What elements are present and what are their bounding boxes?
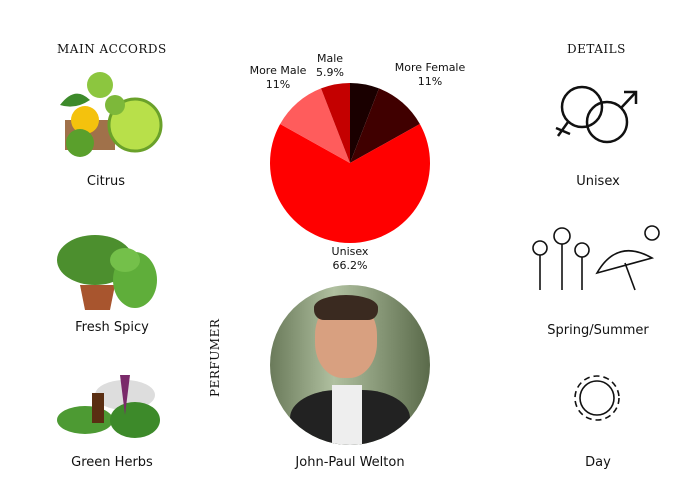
mint-plant-image — [57, 235, 157, 310]
pie-slice-unisex — [270, 124, 430, 244]
herbs-image — [57, 375, 160, 438]
pie-slice-unlabeled — [350, 83, 379, 163]
pie-label-more-female: More Female 11% — [394, 61, 466, 88]
detail-label: Spring/Summer — [547, 323, 649, 338]
detail-label: Day — [585, 455, 611, 470]
gender-symbols-icon — [555, 85, 638, 144]
flowers-umbrella-sun-icon — [532, 225, 660, 291]
perfumer-name[interactable]: John-Paul Welton — [295, 455, 405, 470]
pie-slice-male — [321, 83, 350, 163]
pie-label-male: Male 5.9% — [316, 52, 344, 79]
perfumer-photo[interactable] — [270, 285, 430, 445]
accord-label: Green Herbs — [71, 455, 153, 470]
accord-label: Citrus — [86, 174, 126, 189]
pie-label-more-male: More Male 11% — [249, 64, 307, 91]
pie-slice-more-female — [350, 88, 420, 163]
detail-label: Unisex — [576, 174, 620, 189]
accord-label: Fresh Spicy — [75, 320, 149, 335]
main-accords-title: MAIN ACCORDS — [57, 42, 167, 56]
citrus-fruits-image — [60, 72, 163, 157]
pie-slice-more-male — [280, 88, 350, 163]
perfumer-title: PERFUMER — [208, 318, 222, 397]
details-title: DETAILS — [567, 42, 626, 56]
sun-icon — [574, 375, 620, 421]
pie-label-unisex: Unisex 66.2% — [331, 245, 369, 272]
gender-pie-chart — [270, 83, 430, 244]
